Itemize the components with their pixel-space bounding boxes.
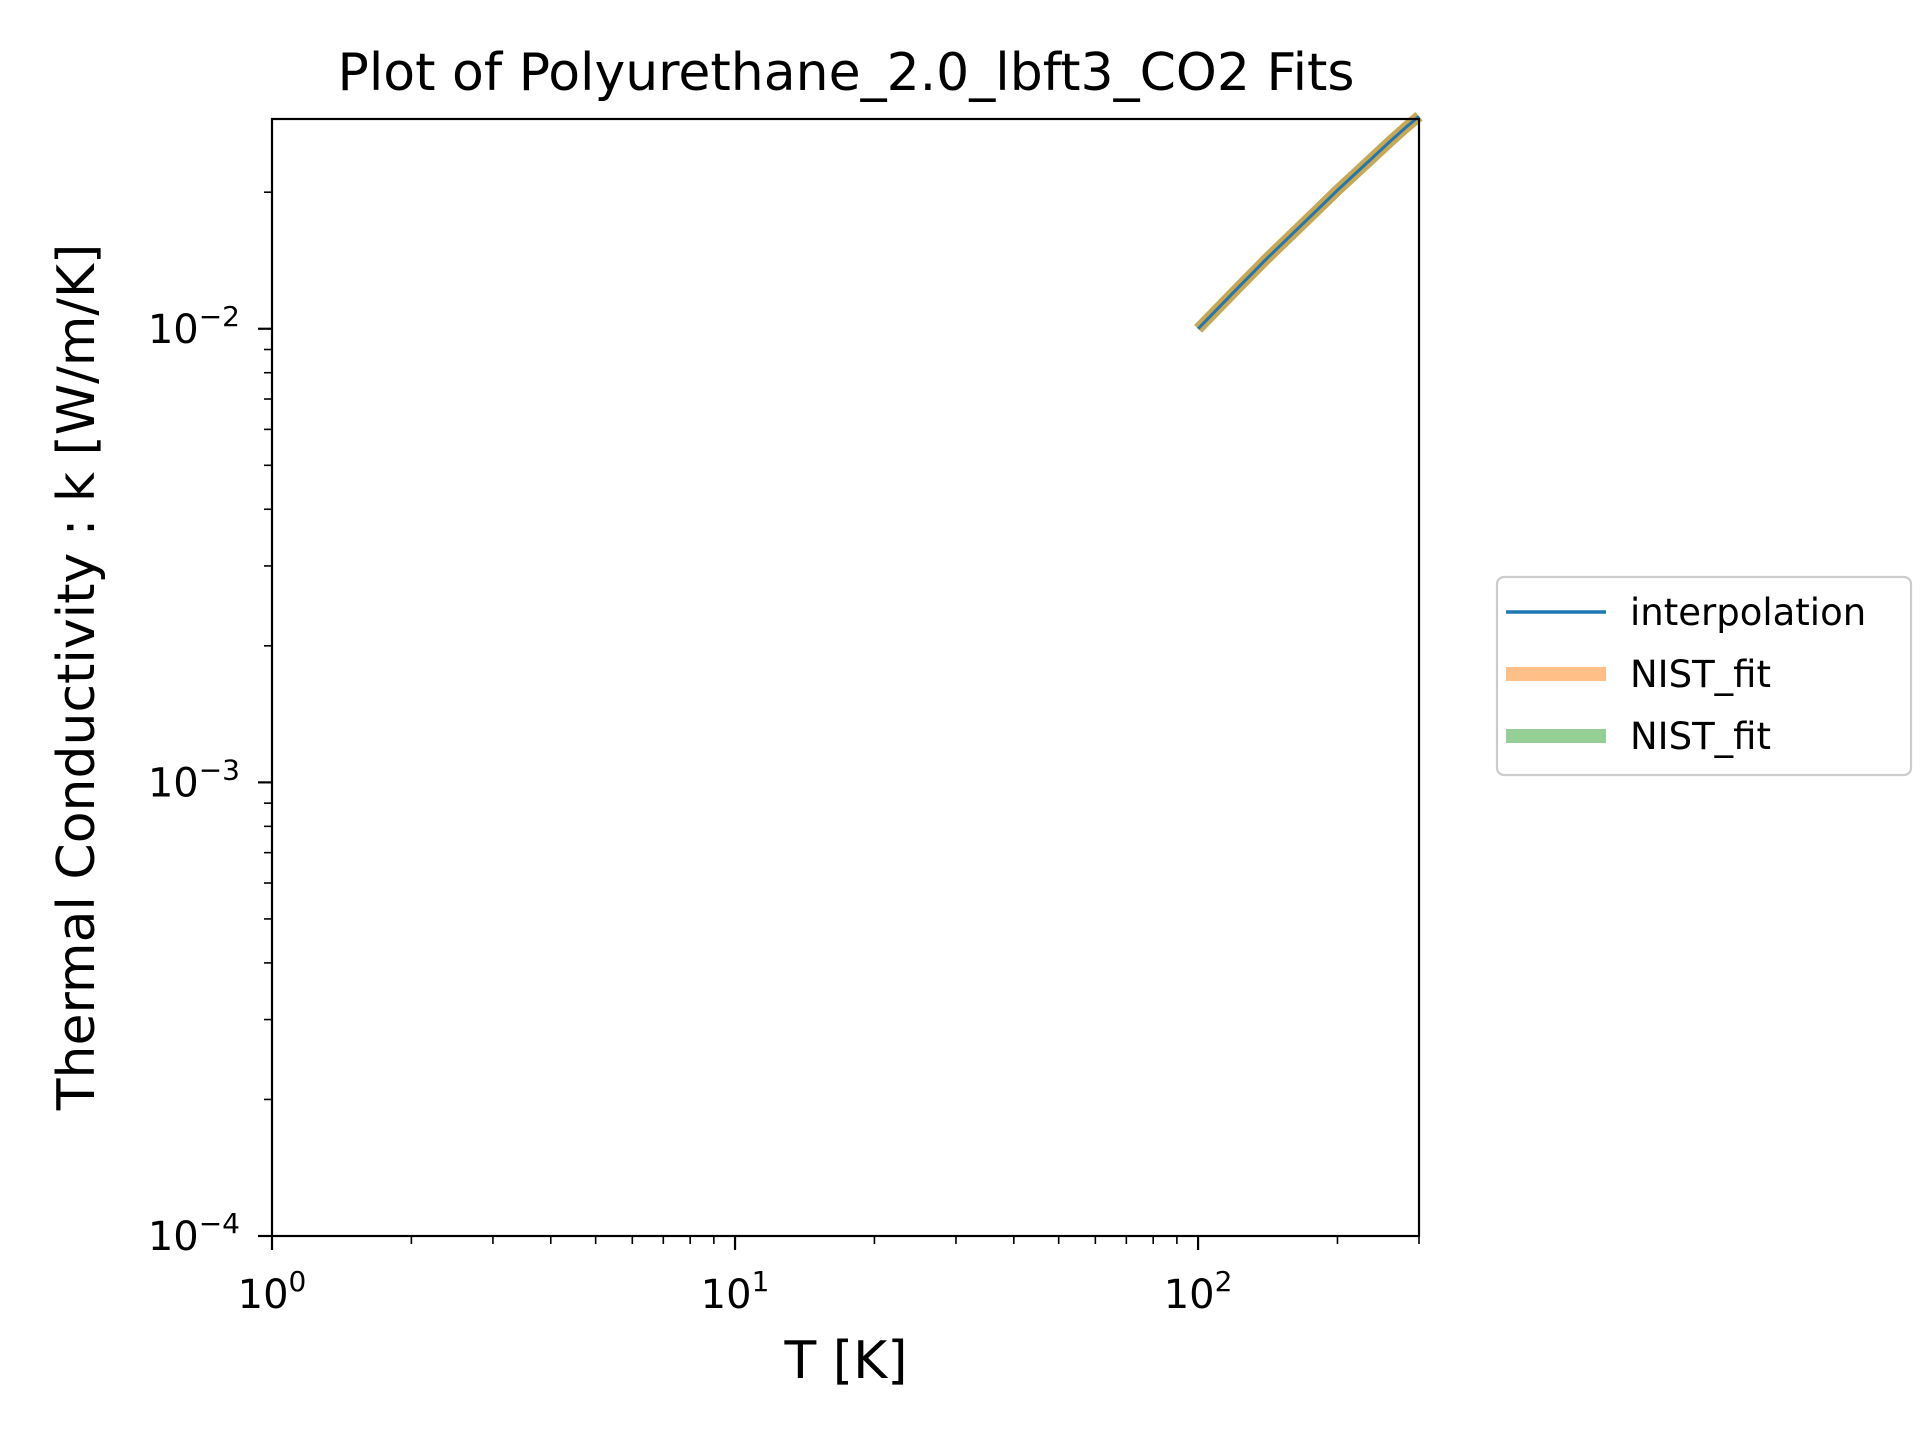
series-line-0 — [1197, 115, 1420, 330]
x-tick-label: 102 — [1164, 1265, 1233, 1318]
legend: interpolation NIST_fit NIST_fit — [1495, 575, 1913, 777]
x-tick-label: 101 — [701, 1265, 770, 1318]
chart-title: Plot of Polyurethane_2.0_lbft3_CO2 Fits — [338, 43, 1355, 103]
y-axis-label: Thermal Conductivity : k [W/m/K] — [47, 244, 107, 1112]
x-axis-label: T [K] — [784, 1331, 908, 1391]
y-tick-label: 10−3 — [148, 753, 240, 806]
y-tick-label: 10−2 — [148, 300, 240, 353]
y-tick-label: 10−4 — [148, 1207, 240, 1260]
x-tick-label: 100 — [238, 1265, 307, 1318]
plot-series — [1194, 112, 1423, 333]
legend-label-1: NIST_fit — [1630, 653, 1771, 696]
legend-label-2: NIST_fit — [1630, 715, 1771, 758]
x-axis-ticks: 100 101 102 — [238, 1236, 1420, 1318]
series-line-1 — [1194, 112, 1423, 333]
legend-frame — [1495, 575, 1913, 777]
legend-label-0: interpolation — [1630, 591, 1866, 634]
plot-frame — [270, 117, 1421, 1238]
y-axis-ticks: 10−4 10−3 10−2 — [148, 191, 272, 1260]
